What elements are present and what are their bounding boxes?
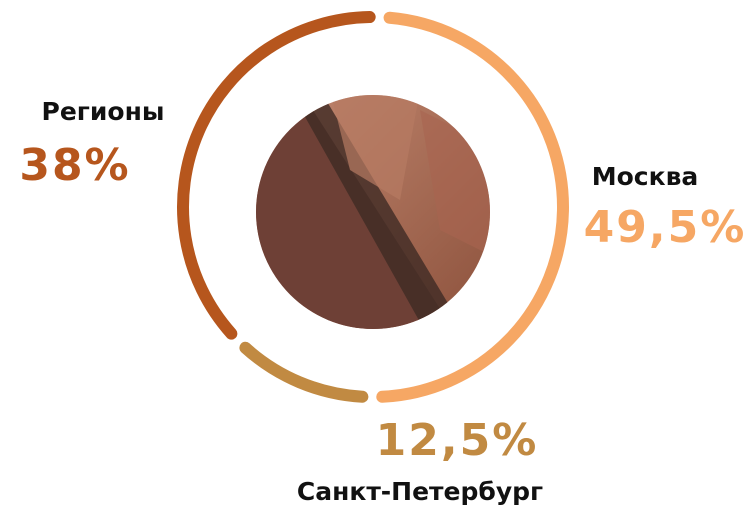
value-label: 49,5% — [584, 202, 747, 253]
category-label: Москва — [592, 162, 699, 191]
donut-segment — [177, 11, 376, 340]
center-image — [256, 95, 490, 329]
value-label: 38% — [19, 140, 130, 191]
category-label: Регионы — [42, 97, 165, 126]
donut-segment — [376, 11, 569, 403]
value-label: 12,5% — [376, 415, 539, 466]
category-label: Санкт-Петербург — [297, 477, 543, 505]
donut-segment — [239, 341, 369, 403]
